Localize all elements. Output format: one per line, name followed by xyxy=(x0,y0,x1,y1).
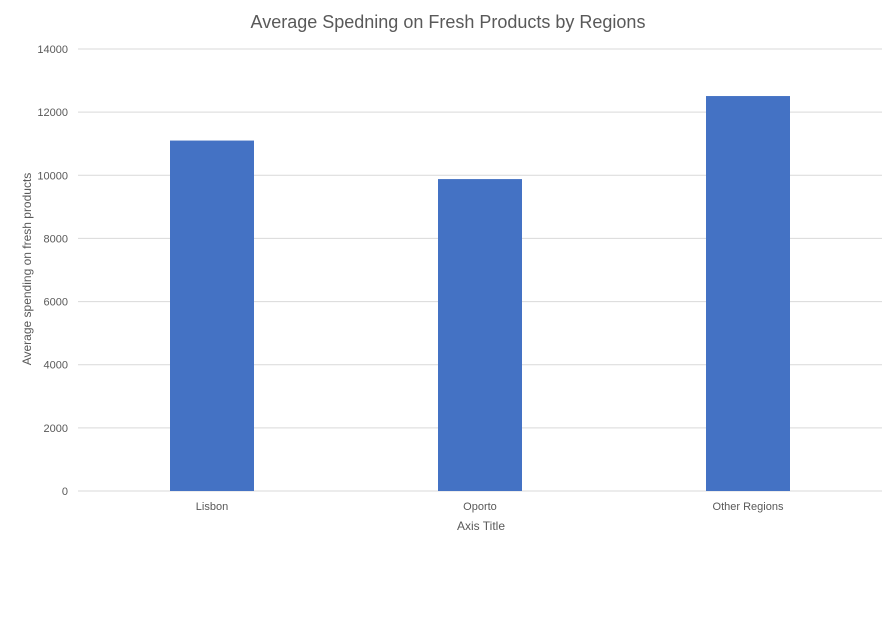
x-axis-title: Axis Title xyxy=(457,519,505,533)
y-tick-label: 0 xyxy=(62,486,68,498)
y-tick-label: 4000 xyxy=(44,360,68,372)
y-tick-label: 6000 xyxy=(44,297,68,309)
bar-lisbon xyxy=(170,140,254,492)
y-tick-label: 2000 xyxy=(44,423,68,435)
x-axis-ticks: Lisbon Oporto Other Regions xyxy=(196,501,784,513)
chart-title: Average Spedning on Fresh Products by Re… xyxy=(251,12,646,32)
x-tick-label: Other Regions xyxy=(713,501,784,513)
y-tick-label: 8000 xyxy=(44,233,68,245)
bar-other-regions xyxy=(706,96,790,491)
bar-oporto xyxy=(438,179,522,491)
y-tick-label: 10000 xyxy=(37,170,68,182)
bars xyxy=(170,96,790,492)
x-tick-label: Lisbon xyxy=(196,501,228,513)
y-tick-label: 12000 xyxy=(37,107,68,119)
y-tick-label: 14000 xyxy=(37,44,68,56)
x-tick-label: Oporto xyxy=(463,501,497,513)
y-axis-title: Average spending on fresh products xyxy=(20,173,34,366)
y-axis-ticks: 0 2000 4000 6000 8000 10000 12000 14000 xyxy=(37,44,68,498)
